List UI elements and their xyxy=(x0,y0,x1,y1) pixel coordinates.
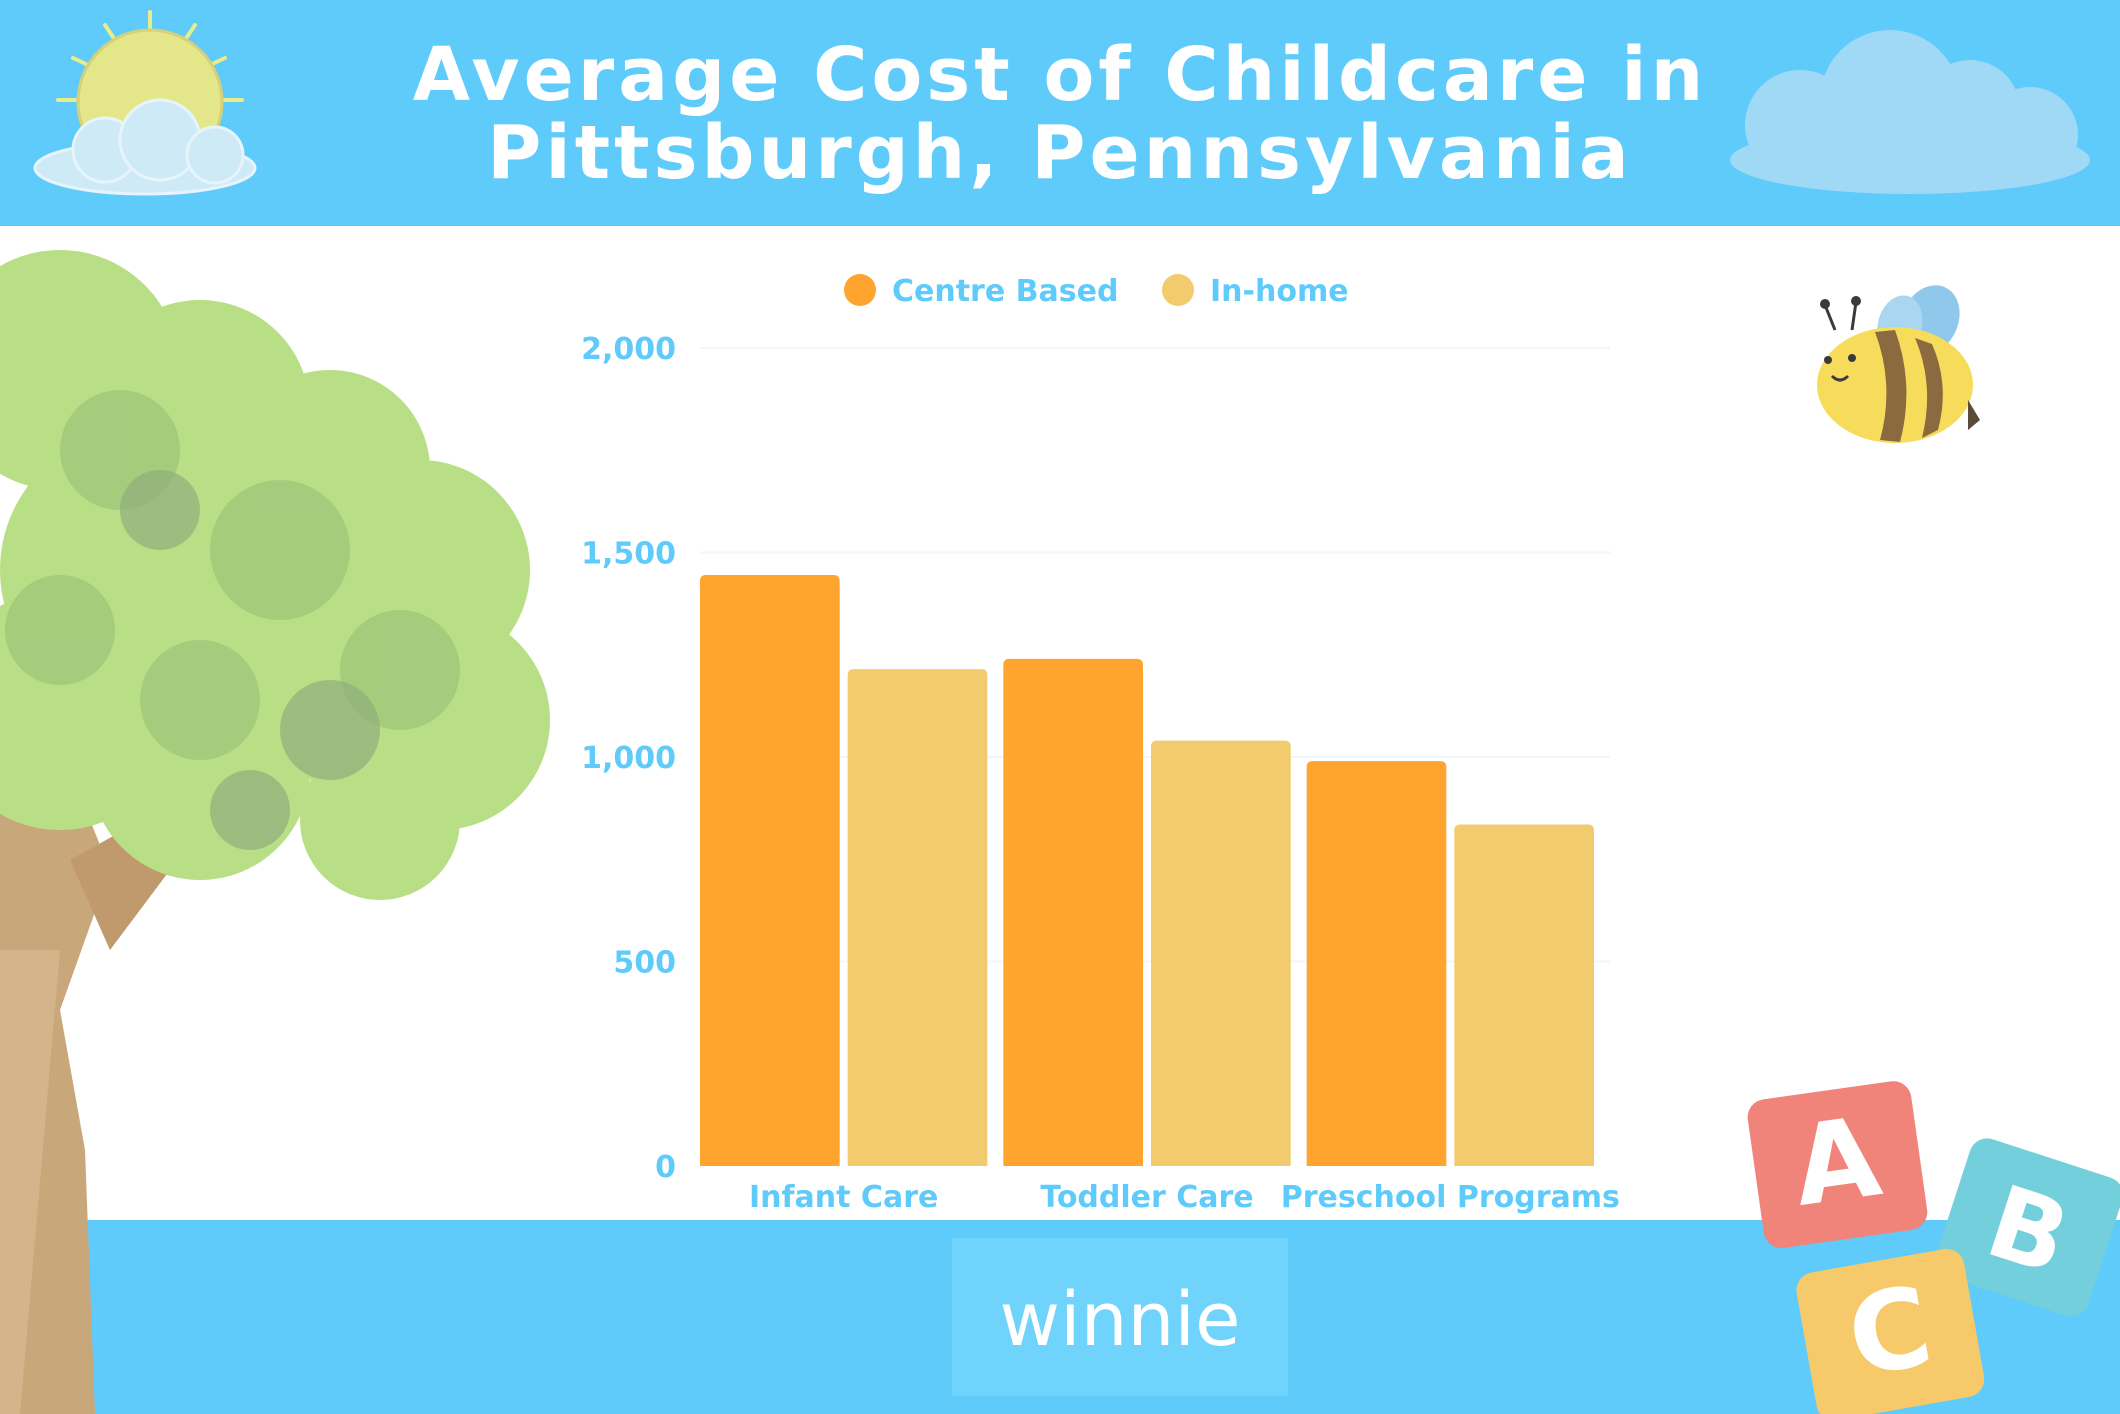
bar-in-home-infant-care xyxy=(847,669,988,1166)
legend-label: In-home xyxy=(1210,274,1349,309)
tree-illustration xyxy=(0,250,550,1414)
legend-swatch xyxy=(1162,274,1194,306)
y-tick-label: 500 xyxy=(613,946,676,981)
x-tick-label: Preschool Programs xyxy=(1281,1180,1620,1215)
svg-text:A: A xyxy=(1785,1092,1887,1231)
legend-label: Centre Based xyxy=(892,274,1118,309)
legend-swatch xyxy=(844,274,876,306)
bee-illustration xyxy=(1817,285,1980,443)
y-tick-label: 1,500 xyxy=(581,537,676,572)
abc-blocks-illustration: A B C xyxy=(1747,1081,2120,1414)
y-tick-label: 1,000 xyxy=(581,741,676,776)
y-tick-label: 0 xyxy=(655,1150,676,1185)
x-tick-label: Infant Care xyxy=(749,1180,938,1215)
y-axis-ticks: 0 500 1,000 1,500 2,000 xyxy=(581,332,676,1185)
cloud-icon xyxy=(1730,30,2090,194)
x-tick-label: Toddler Care xyxy=(1040,1180,1253,1215)
bar-centre-based-toddler-care xyxy=(1003,658,1143,1166)
bar-in-home-preschool-programs xyxy=(1454,824,1594,1166)
chart-title: Average Cost of Childcare in Pittsburgh,… xyxy=(0,36,2120,192)
bars xyxy=(700,574,1594,1166)
x-axis-ticks: Infant Care Toddler Care Preschool Program… xyxy=(749,1180,1620,1215)
logo-box xyxy=(952,1238,1288,1396)
bar-centre-based-preschool-programs xyxy=(1306,761,1447,1166)
y-tick-label: 2,000 xyxy=(581,332,676,367)
bar-centre-based-infant-care xyxy=(700,574,840,1166)
title-line-1: Average Cost of Childcare in xyxy=(412,32,1708,118)
brand-logo: winnie xyxy=(999,1277,1241,1363)
title-line-2: Pittsburgh, Pennsylvania xyxy=(487,110,1633,196)
bar-in-home-toddler-care xyxy=(1151,740,1291,1166)
legend: Centre Based In-home xyxy=(844,274,1349,309)
sun-icon xyxy=(33,10,257,196)
